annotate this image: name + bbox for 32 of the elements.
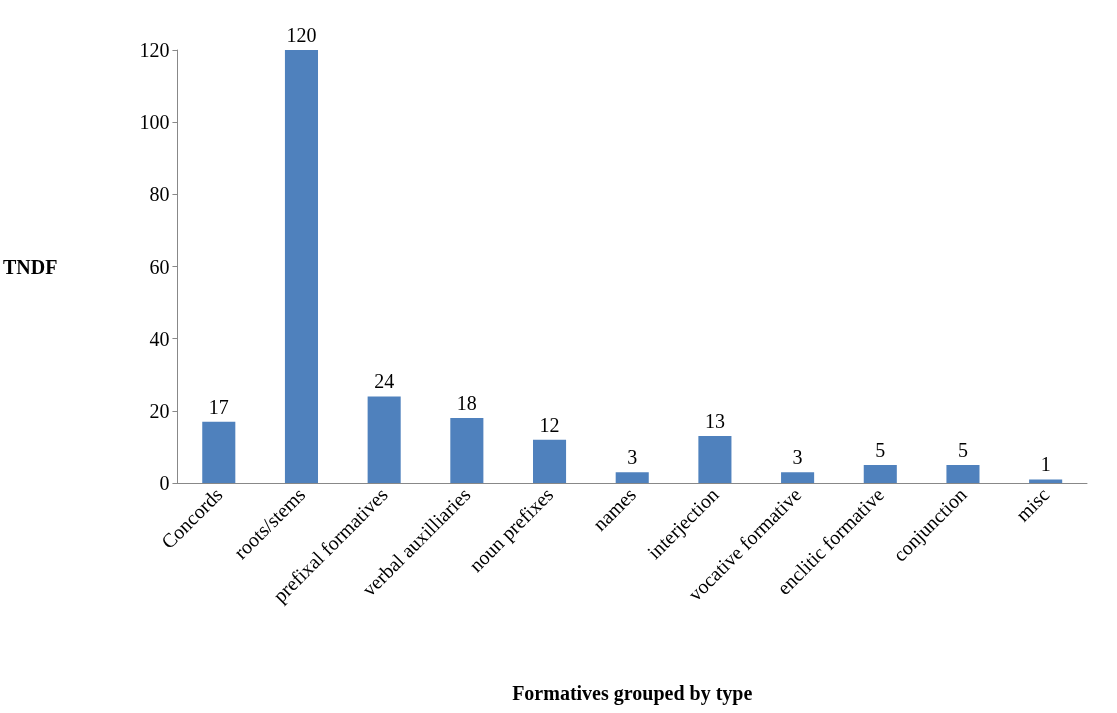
data-label: 5	[957, 438, 968, 461]
data-label: 13	[704, 410, 725, 433]
bar	[202, 421, 236, 483]
y-axis-title: TNDF	[2, 255, 58, 278]
bar	[533, 439, 567, 483]
y-tick-label: 60	[149, 255, 170, 278]
y-tick-label: 100	[139, 111, 170, 134]
data-label: 5	[875, 438, 886, 461]
data-label: 12	[539, 413, 560, 436]
bar	[1029, 479, 1063, 483]
data-label: 18	[456, 392, 477, 415]
data-label: 120	[286, 24, 317, 46]
y-tick-label: 120	[139, 39, 170, 61]
bar	[863, 464, 897, 483]
x-axis-title: Formatives grouped by type	[512, 682, 753, 705]
bar	[946, 464, 980, 483]
data-label: 24	[374, 370, 395, 393]
bar	[615, 472, 649, 483]
data-label: 1	[1040, 453, 1051, 476]
y-tick-label: 20	[149, 399, 170, 422]
y-tick-label: 0	[159, 472, 170, 494]
bar	[367, 396, 401, 483]
y-tick-label: 40	[149, 327, 170, 350]
data-label: 3	[627, 446, 638, 469]
bar	[698, 436, 732, 483]
bar	[450, 418, 484, 483]
x-tick-label: misc	[1011, 483, 1054, 526]
bar	[284, 50, 319, 483]
y-tick-label: 80	[149, 183, 170, 206]
data-label: 3	[792, 446, 803, 469]
bar	[781, 472, 815, 483]
data-label: 17	[208, 395, 229, 418]
